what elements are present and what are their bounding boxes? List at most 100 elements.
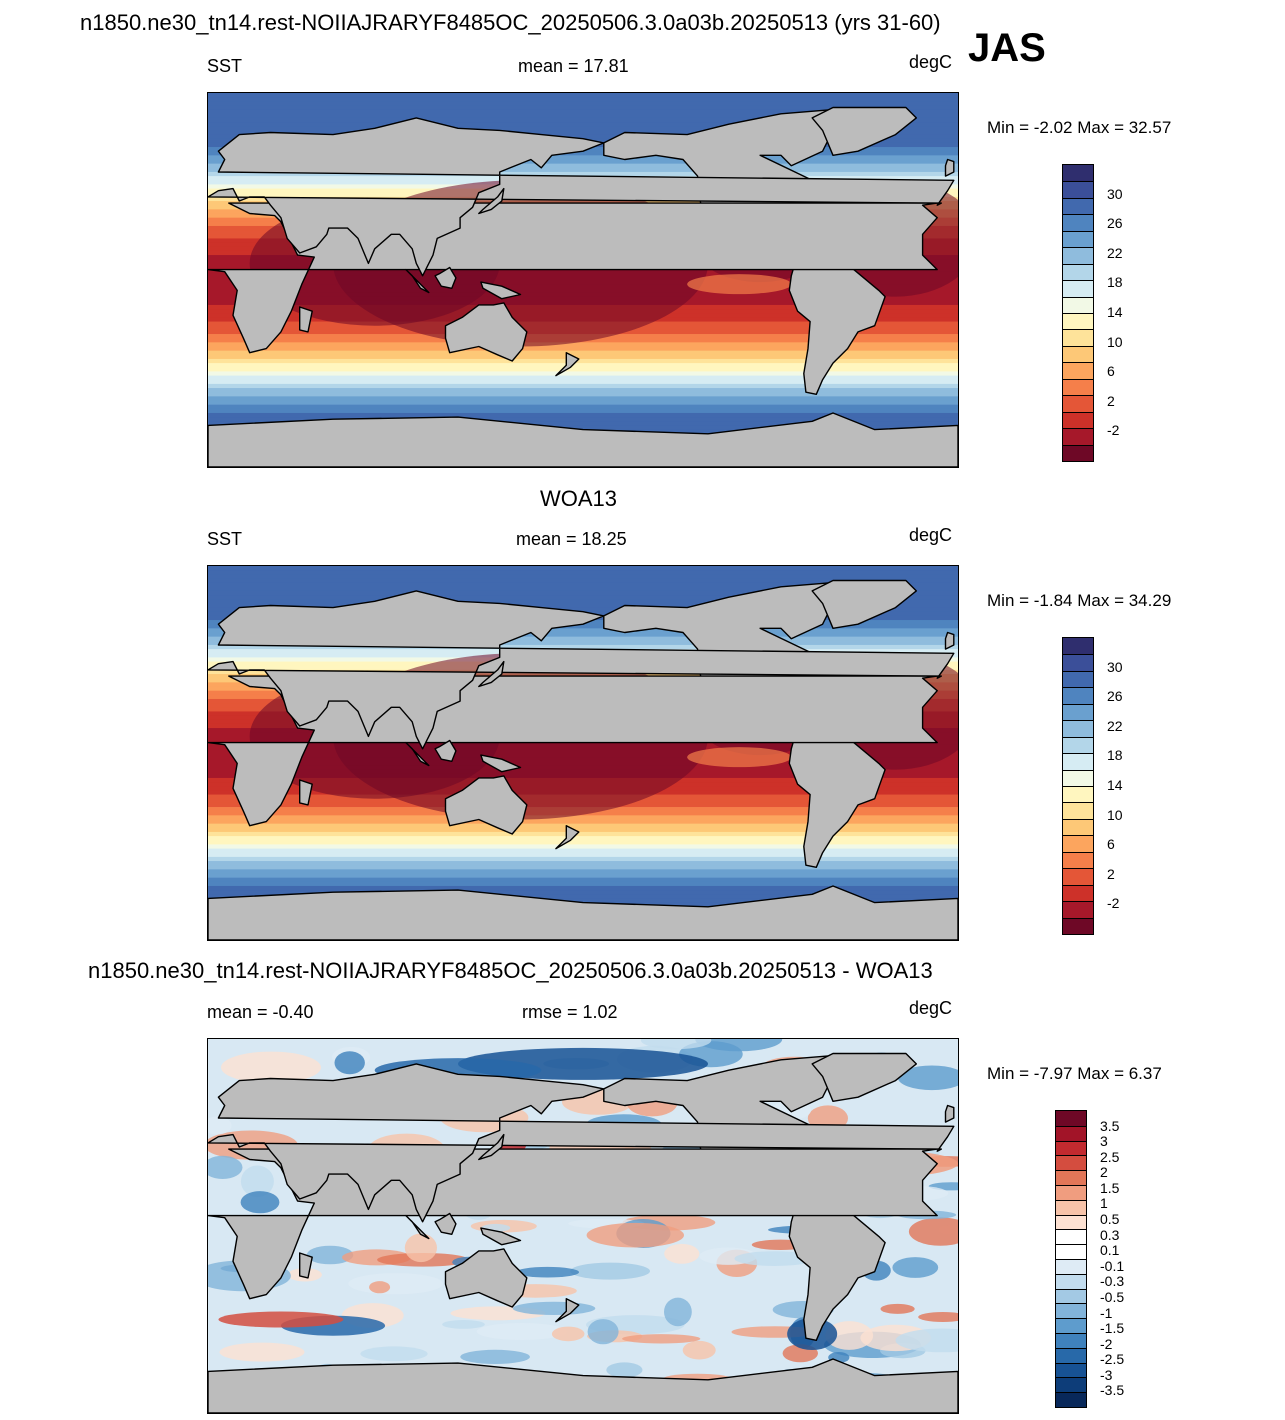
land-mass [478,1133,505,1161]
colorbar-box [1063,411,1093,429]
sst-band [208,852,958,858]
sst-band [208,861,958,866]
land-mass [299,1252,313,1279]
panel-3-map [207,1038,959,1414]
sst-band [208,342,958,348]
panel-2-mean-label: mean = 18.25 [516,529,627,549]
sst-band [208,105,958,111]
difference-patch [240,1191,280,1214]
season-label: JAS [968,26,1046,70]
difference-patch [695,1039,783,1052]
sst-band [208,827,958,833]
colorbar-box [1063,802,1093,820]
difference-patch [895,1328,958,1353]
colorbar-tick-label: 14 [1107,777,1123,793]
sst-band [208,831,958,837]
colorbar-tick-label: 30 [1107,658,1123,675]
sst-band [208,636,958,642]
panel-3-title: n1850.ne30_tn14.rest-NOIIAJRARYF8485OC_2… [88,958,933,983]
sst-band [208,582,958,588]
difference-patch [892,1257,939,1278]
land-mass [555,825,580,850]
colorbar-box [1056,1170,1086,1186]
difference-patch [515,1266,579,1278]
colorbar-box [1063,280,1093,298]
colorbar-box [1063,197,1093,215]
panel-1-map [207,92,959,468]
land-mass [434,1212,457,1235]
sst-band [208,400,958,406]
colorbar-box [1056,1244,1086,1260]
colorbar-tick-label: 2 [1107,392,1115,409]
colorbar-tick-label: 6 [1107,363,1115,380]
sst-band [208,885,958,891]
sst-band [208,877,958,883]
land-mass [480,1227,522,1246]
difference-patch [404,1233,437,1263]
colorbar-tick-label: 2 [1107,865,1115,882]
difference-patch [570,1262,650,1280]
sst-band [208,101,958,107]
sst-band [208,823,958,829]
panel-3-units-label: degC [909,998,953,1018]
land-mass [480,281,522,300]
panel-2-colorbar: 30 26 22 18 14 10 6 2 -2 [1062,637,1123,935]
difference-patch [460,1349,530,1364]
colorbar-tick-label: -2.5 [1100,1351,1125,1368]
difference-patch [240,1165,274,1198]
sst-band [208,890,958,895]
colorbar-box [1063,378,1093,396]
difference-patch [825,1321,874,1350]
difference-patch [219,1342,305,1362]
sst-band [208,603,958,609]
land-mass [299,779,313,806]
sst-band [208,350,958,356]
colorbar-box [1063,851,1093,869]
sst-band [208,894,958,900]
colorbar-tick-label: 1 [1100,1195,1108,1212]
difference-patch [334,1051,365,1075]
colorbar-box [1063,901,1093,919]
colorbar-box [1063,230,1093,248]
colorbar-tick-label: 1.5 [1100,1179,1120,1196]
land-mass [478,187,505,215]
colorbar-box [1063,654,1093,672]
colorbar-box [1063,703,1093,721]
colorbar-box [1063,638,1093,655]
colorbar-box [1056,1333,1086,1349]
colorbar-box [1056,1199,1086,1216]
sst-band [208,113,958,119]
panel-1-mean-label: mean = 17.81 [518,56,629,76]
sst-band [208,117,958,123]
sst-band [208,171,958,177]
colorbar-tick-label: 0.1 [1100,1242,1120,1259]
colorbar-box [1063,917,1093,935]
sst-band [208,624,958,629]
colorbar-tick-label: 10 [1107,806,1123,823]
difference-patch [208,1116,232,1135]
colorbar-box [1056,1273,1086,1290]
difference-patch [908,1217,958,1246]
sst-band [208,869,958,875]
colorbar-tick-label: 22 [1107,717,1123,734]
difference-patch [442,1320,485,1329]
land-mass [208,1148,938,1300]
sst-band [208,421,958,427]
sst-band [208,167,958,173]
sst-band [208,844,958,850]
colorbar-box [1063,329,1093,347]
colorbar-box [1063,736,1093,754]
sst-band [208,367,958,373]
panel-1-minmax: Min = -2.02 Max = 32.57 [987,118,1172,137]
colorbar-box [1063,720,1093,738]
difference-patch [586,1222,684,1248]
sst-band [208,640,958,646]
colorbar-tick-label: -0.3 [1100,1273,1125,1290]
sst-band [208,881,958,887]
sst-band [208,93,958,98]
sst-band [208,644,958,650]
sst-band [208,417,958,422]
colorbar-tick-label: 18 [1107,274,1123,291]
colorbar-box [1063,345,1093,363]
difference-patch [682,1340,716,1360]
